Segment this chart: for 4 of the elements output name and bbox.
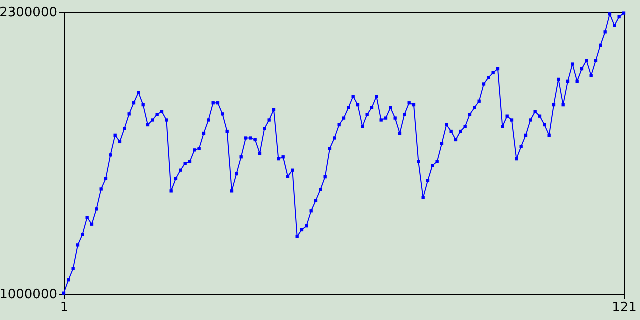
x-tick-label: 121: [612, 300, 637, 316]
x-tick-label: 1: [60, 300, 69, 316]
y-tick-label: 2300000: [0, 6, 58, 20]
y-tick-label: 1000000: [0, 288, 58, 302]
